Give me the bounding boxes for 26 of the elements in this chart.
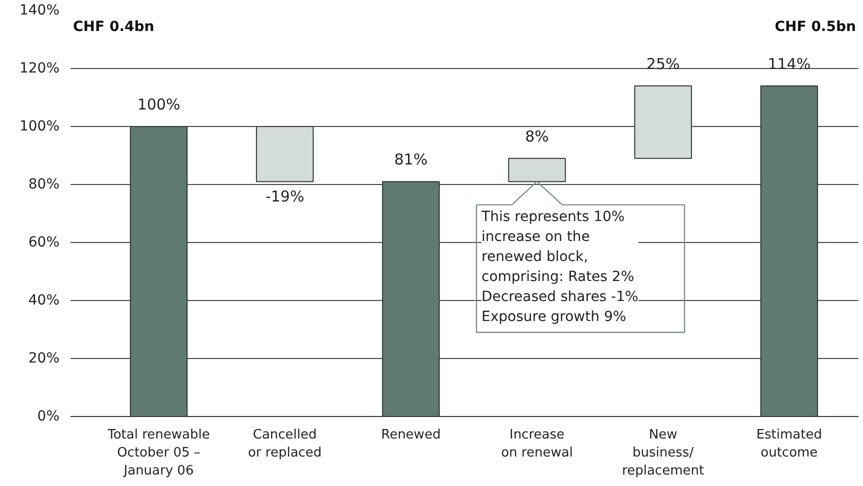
- data-label: -19%: [265, 187, 304, 206]
- bar: [256, 126, 314, 182]
- y-tick-label: 40%: [28, 292, 60, 308]
- data-label: 25%: [646, 54, 680, 73]
- x-tick-label: Total renewable October 05 – January 06: [106, 428, 210, 478]
- y-tick-label: 100%: [19, 118, 60, 134]
- x-tick-label: New business/ replacement: [622, 428, 704, 478]
- y-tick-label: 0%: [37, 408, 60, 424]
- y-tick-label: 60%: [28, 234, 60, 250]
- bar: [634, 85, 692, 159]
- x-tick-label: Renewed: [381, 428, 441, 442]
- x-tick-label: Increase on renewal: [501, 428, 573, 460]
- x-tick-label: Estimated outcome: [756, 428, 822, 460]
- data-label: 8%: [525, 127, 549, 146]
- annotation: CHF 0.5bn: [774, 19, 856, 36]
- annotation: This represents 10% increase on the renewed block, comprising: Rates 2% Decreased shares -1% Exposure growth 9%: [480, 209, 638, 326]
- bar: [508, 158, 566, 182]
- x-tick-label: Cancelled or replaced: [248, 428, 322, 460]
- y-tick-label: 120%: [19, 60, 60, 76]
- y-tick-label: 20%: [28, 350, 60, 366]
- annotation: CHF 0.4bn: [73, 19, 154, 36]
- y-tick-label: 80%: [28, 176, 60, 192]
- data-label: 100%: [137, 95, 180, 114]
- y-tick-label: 140%: [19, 2, 60, 18]
- data-label: 81%: [394, 150, 428, 169]
- data-label: 114%: [768, 54, 811, 73]
